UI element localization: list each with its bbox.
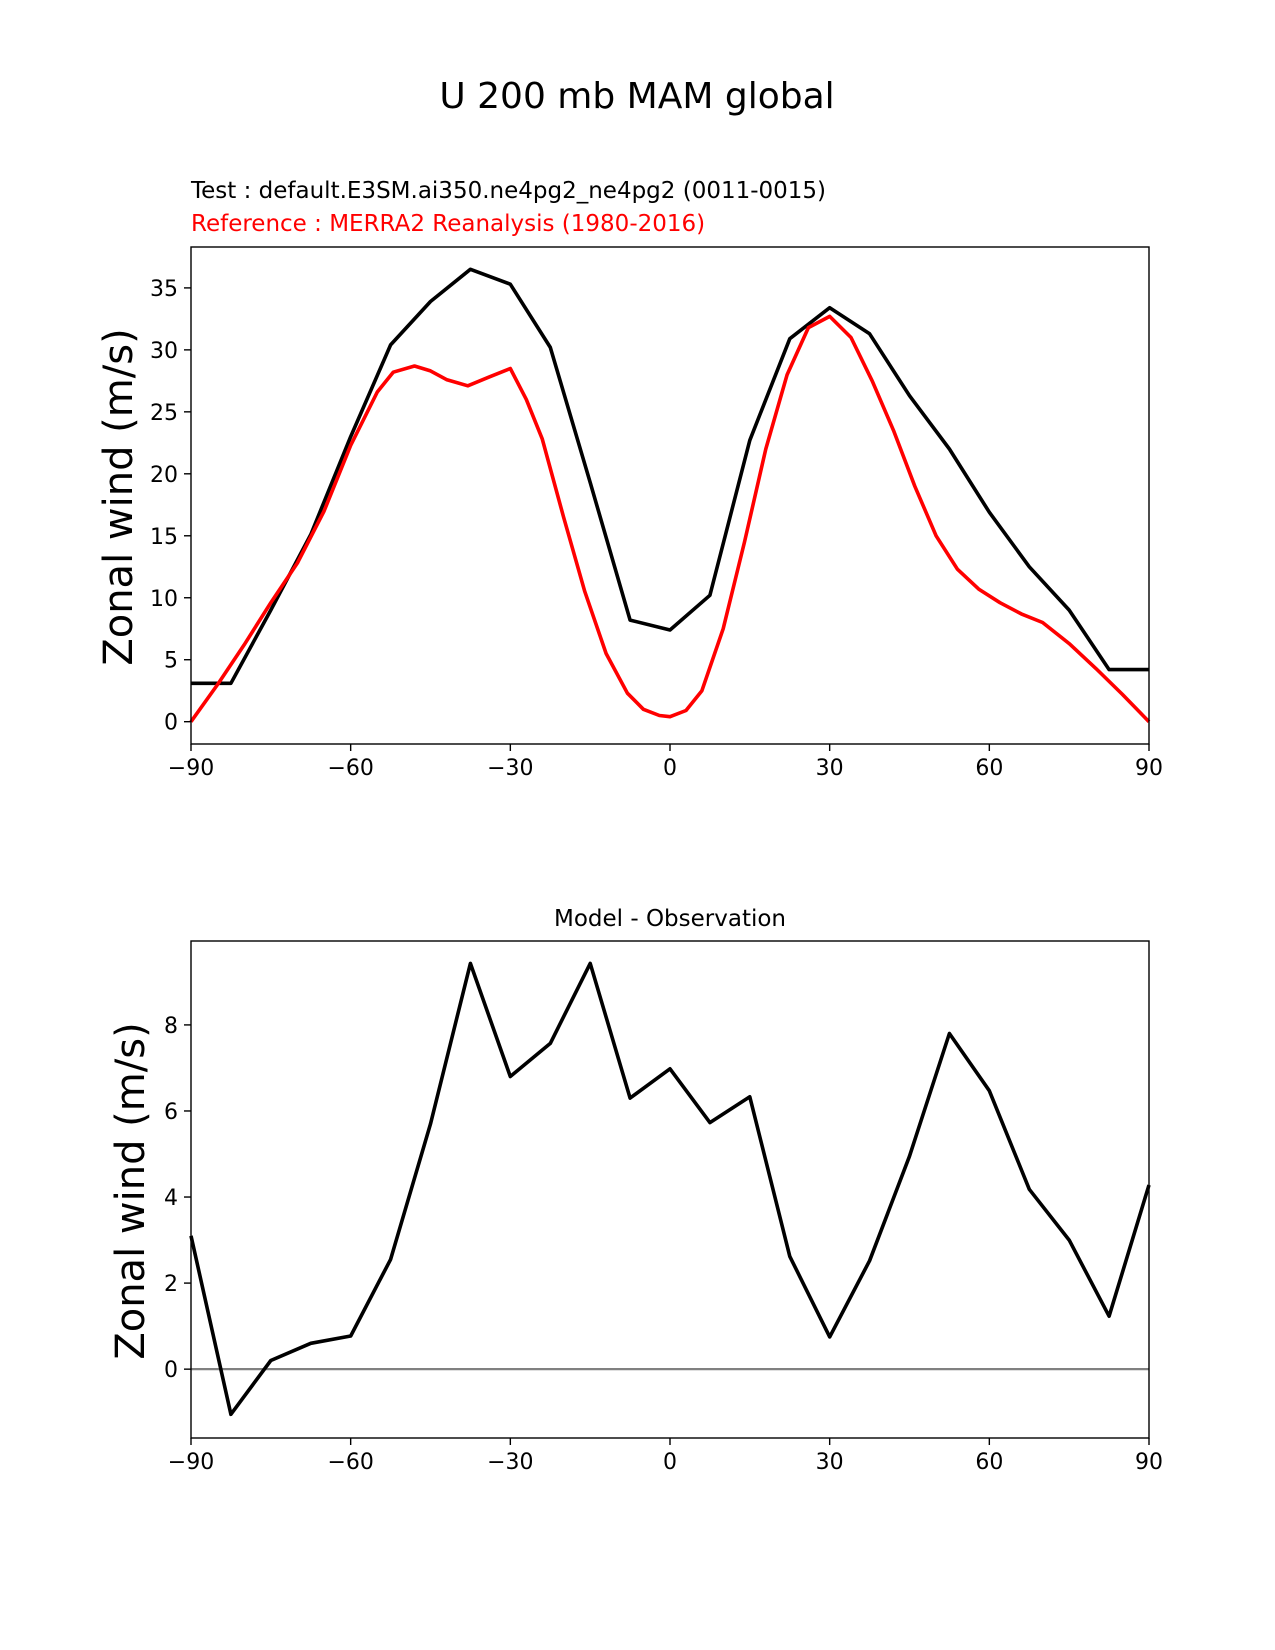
- x-tick-label: −30: [487, 1450, 533, 1475]
- figure-title: U 200 mb MAM global: [439, 76, 834, 117]
- x-tick-label: −60: [327, 756, 373, 781]
- y-tick-label: 25: [150, 401, 178, 426]
- x-tick-label: 90: [1135, 1450, 1163, 1475]
- bottom-y-axis-label: Zonal wind (m/s): [108, 1022, 154, 1359]
- y-tick-label: 8: [164, 1014, 178, 1039]
- x-tick-label: 60: [975, 756, 1003, 781]
- bottom-panel: Model - Observation Zonal wind (m/s) −90…: [108, 906, 1163, 1475]
- y-tick-label: 2: [164, 1272, 178, 1297]
- bottom-plot-area: −90 −60 −30 0 30 60 90 0 2 4 6 8: [164, 940, 1163, 1475]
- x-tick-label: 0: [663, 756, 677, 781]
- top-y-axis-label: Zonal wind (m/s): [96, 328, 142, 665]
- y-tick-label: 5: [164, 649, 178, 674]
- series-line-test: [191, 267, 1149, 686]
- x-tick-label: −60: [327, 1450, 373, 1475]
- y-tick-label: 0: [164, 1358, 178, 1383]
- y-tick-label: 10: [150, 587, 178, 612]
- y-tick-label: 30: [150, 339, 178, 364]
- y-tick-label: 15: [150, 525, 178, 550]
- top-panel: Test : default.E3SM.ai350.ne4pg2_ne4pg2 …: [96, 178, 1163, 781]
- reference-label: Reference : MERRA2 Reanalysis (1980-2016…: [191, 211, 705, 237]
- test-label: Test : default.E3SM.ai350.ne4pg2_ne4pg2 …: [190, 178, 826, 204]
- x-tick-label: 30: [816, 756, 844, 781]
- x-tick-label: −30: [487, 756, 533, 781]
- y-tick-label: 0: [164, 711, 178, 736]
- x-tick-label: 60: [975, 1450, 1003, 1475]
- y-tick-label: 6: [164, 1100, 178, 1125]
- y-tick-label: 35: [150, 277, 178, 302]
- x-tick-label: 30: [816, 1450, 844, 1475]
- x-tick-label: 0: [663, 1450, 677, 1475]
- x-tick-label: 90: [1135, 756, 1163, 781]
- x-tick-label: −90: [168, 756, 214, 781]
- top-plot-area: −90 −60 −30 0 30 60 90 0 5 10 15 20 25 30 35: [150, 246, 1163, 781]
- bottom-panel-title: Model - Observation: [554, 906, 786, 932]
- series-line-difference: [189, 961, 1151, 1417]
- x-tick-label: −90: [168, 1450, 214, 1475]
- y-tick-label: 4: [164, 1186, 178, 1211]
- series-line-reference: [189, 314, 1151, 723]
- y-tick-label: 20: [150, 463, 178, 488]
